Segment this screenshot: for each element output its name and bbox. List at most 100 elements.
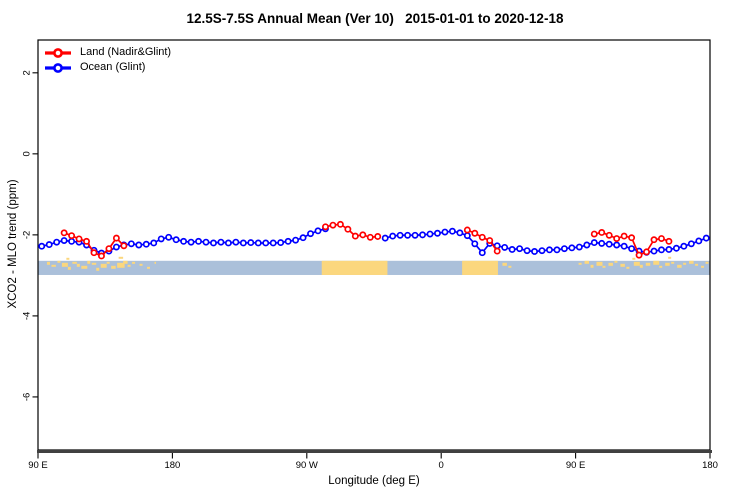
ocean-data-point (187, 238, 195, 246)
ocean-data-point (531, 248, 538, 255)
y-tick-label: 2 (22, 70, 33, 75)
island-speckle (127, 264, 131, 267)
island-speckle (123, 260, 128, 264)
land-data-point (635, 251, 643, 259)
island-speckle (154, 261, 156, 264)
land-data-point (322, 223, 329, 231)
land-data-point (643, 248, 650, 256)
ocean-data-point (396, 231, 404, 239)
land-data-point (351, 232, 359, 240)
ocean-data-point (441, 228, 449, 236)
island-speckle (147, 266, 150, 269)
ocean-data-point (195, 237, 202, 245)
y-tick-label: -2 (22, 231, 33, 239)
ocean-data-point (299, 234, 307, 242)
island-speckle (66, 257, 70, 260)
island-speckle (695, 263, 699, 266)
land-data-point (90, 249, 98, 257)
ocean-data-point (254, 239, 262, 247)
x-tick-label: 90 E (566, 460, 586, 471)
x-tick-label: 0 (439, 460, 444, 471)
land-data-point (75, 235, 83, 243)
y-tick-label: 0 (22, 151, 33, 156)
ocean-data-point (232, 238, 240, 246)
ocean-data-point (292, 236, 300, 244)
land-data-point (329, 221, 337, 229)
island-speckle (608, 262, 613, 266)
land-data-point (120, 242, 128, 250)
ocean-data-point (172, 236, 180, 244)
ocean-data-point (38, 242, 46, 250)
island-speckle (578, 262, 582, 265)
ocean-data-point (583, 241, 591, 249)
ocean-data-point (404, 231, 412, 239)
island-speckle (590, 264, 594, 268)
ocean-data-point (389, 232, 397, 240)
island-speckle (614, 260, 618, 263)
land-data-point (658, 235, 665, 242)
land-data-point (366, 233, 374, 241)
ocean-data-point (672, 244, 680, 252)
island-speckle (57, 260, 61, 263)
ocean-data-point (426, 230, 434, 238)
land-data-point (493, 247, 501, 255)
land-band-segment (462, 260, 498, 275)
island-speckle (653, 260, 660, 265)
ocean-data-point (448, 227, 456, 235)
ocean-data-point (60, 237, 68, 244)
island-speckle (51, 264, 56, 267)
y-tick-label: -6 (22, 393, 33, 401)
land-data-point (68, 232, 76, 240)
island-speckle (683, 262, 687, 265)
land-band-segment (321, 260, 388, 275)
land-series-swatch-icon (45, 47, 71, 58)
island-speckle (602, 265, 606, 268)
land-data-point (605, 231, 613, 239)
ocean-data-point (658, 246, 665, 254)
island-speckle (665, 262, 670, 266)
island-speckle (67, 266, 71, 270)
island-speckle (596, 261, 603, 266)
ocean-data-point (202, 238, 210, 246)
island-speckle (632, 257, 636, 260)
island-speckle (96, 267, 100, 271)
island-speckle (81, 265, 88, 269)
island-speckle (87, 260, 91, 264)
ocean-series-swatch-icon (45, 62, 71, 73)
land-data-point (471, 229, 479, 237)
land-data-point (620, 232, 628, 240)
ocean-data-point (127, 240, 135, 248)
island-speckle (106, 261, 110, 264)
land-data-point (590, 230, 598, 238)
island-speckle (677, 264, 682, 268)
island-speckle (639, 264, 643, 268)
ocean-data-point (628, 245, 636, 253)
land-data-point (650, 236, 658, 244)
land-data-point (105, 245, 113, 253)
island-speckle (76, 263, 80, 267)
island-speckle (46, 261, 50, 265)
ocean-data-point (546, 246, 553, 254)
ocean-data-point (523, 247, 531, 255)
legend-label-land: Land (Nadir&Glint) (80, 46, 172, 58)
land-data-point (374, 233, 382, 240)
ocean-data-point (68, 237, 76, 245)
land-data-point (344, 225, 352, 233)
land-data-point (112, 234, 120, 242)
island-speckle (117, 262, 125, 268)
island-speckle (705, 261, 709, 264)
ocean-data-point (224, 239, 232, 247)
island-speckle (626, 266, 630, 269)
legend-label-ocean: Ocean (Glint) (80, 61, 146, 73)
ocean-data-point (575, 243, 583, 251)
island-speckle (502, 262, 507, 266)
ocean-data-point (516, 245, 524, 253)
ocean-data-point (277, 239, 285, 247)
ocean-data-point (165, 233, 173, 241)
land-data-point (613, 235, 621, 242)
island-speckle (620, 263, 625, 267)
land-data-point (628, 234, 636, 242)
island-speckle (689, 260, 694, 264)
land-data-point (665, 237, 673, 245)
y-tick-label: -4 (22, 312, 33, 320)
